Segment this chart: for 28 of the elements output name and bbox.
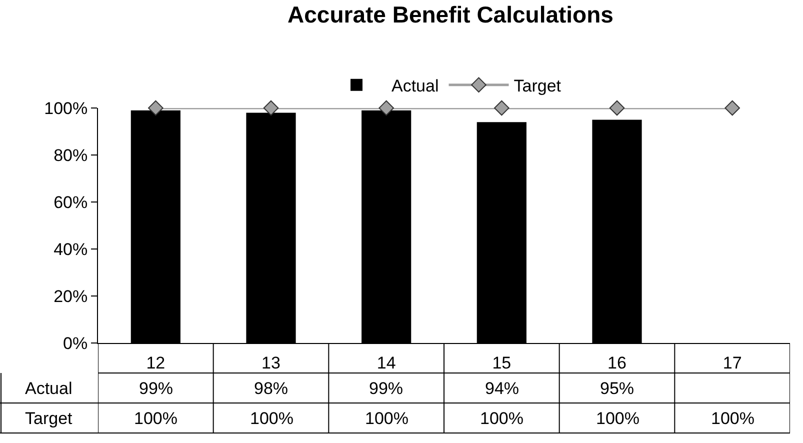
y-tick-label: 0% (63, 334, 88, 353)
y-tick-label: 20% (54, 286, 88, 306)
x-tick-label: 14 (376, 353, 396, 372)
text: Actual (25, 379, 72, 398)
data-label: 100% (480, 409, 524, 428)
data-label: 95% (600, 379, 634, 398)
data-label: 100% (596, 409, 640, 428)
data-label: 100% (250, 409, 294, 428)
text: Target (25, 409, 72, 428)
data-label: 94% (485, 379, 520, 398)
y-tick-label: 40% (54, 240, 88, 259)
y-tick-label: 100% (44, 98, 88, 118)
chart-title: Accurate Benefit Calculations (288, 2, 614, 28)
x-tick-label: 16 (608, 353, 626, 372)
x-tick-label: 12 (146, 353, 166, 372)
data-label: 100% (711, 409, 754, 428)
y-tick-label: 60% (54, 192, 88, 212)
data-label: 99% (369, 379, 404, 398)
legend-label: Actual (392, 76, 439, 96)
x-tick-label: 13 (262, 353, 280, 372)
data-label: 98% (254, 379, 288, 398)
y-tick-label: 80% (54, 146, 88, 165)
x-tick-label: 15 (492, 353, 512, 372)
data-label: 100% (365, 409, 408, 428)
legend-label: Target (514, 76, 562, 96)
data-label: 100% (134, 409, 178, 428)
data-label: 99% (139, 379, 174, 398)
x-tick-label: 17 (722, 353, 742, 372)
